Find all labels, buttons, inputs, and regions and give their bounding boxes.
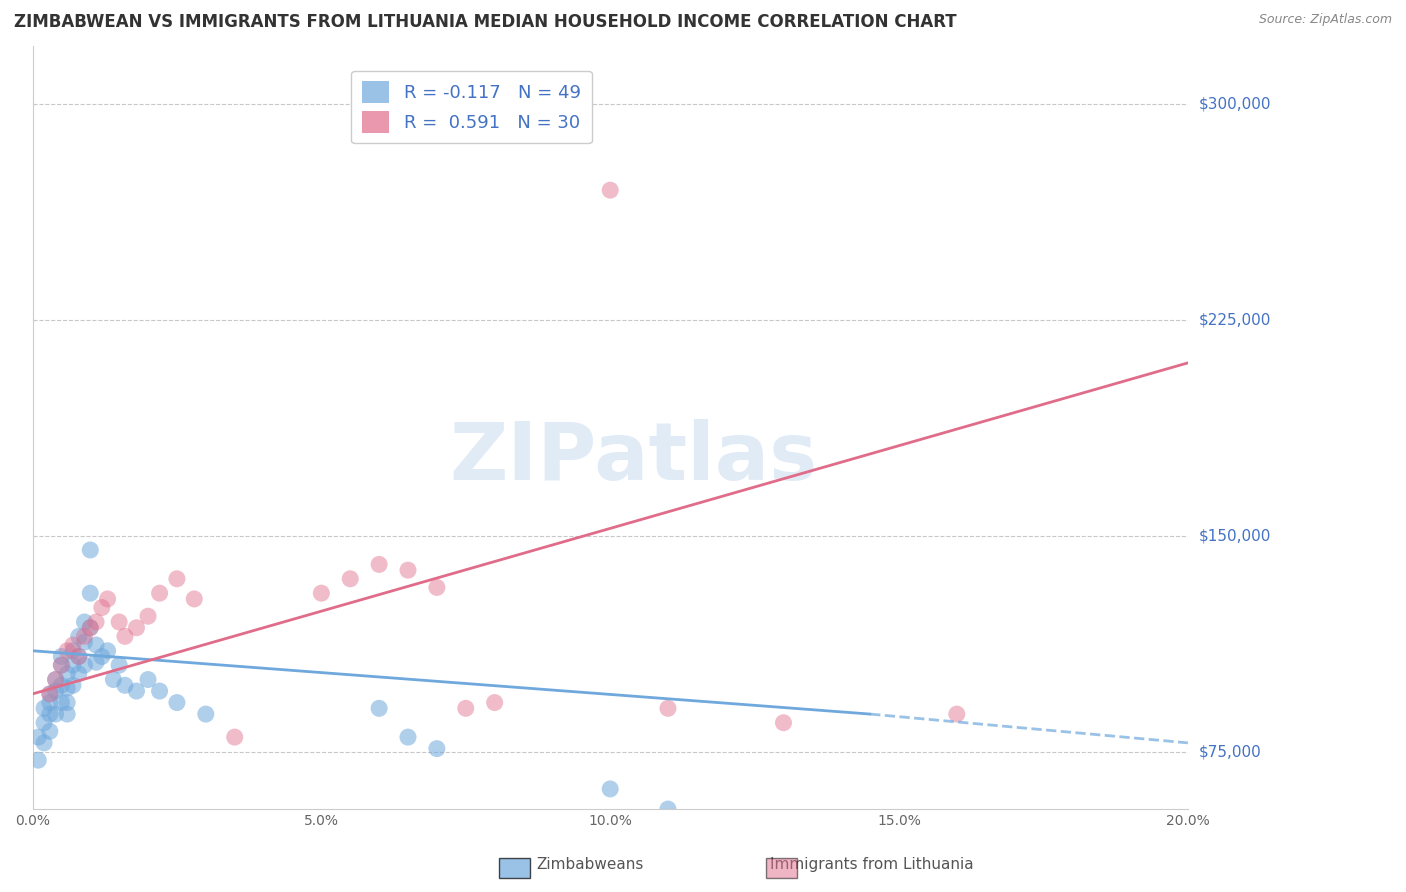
- Point: [45, 707, 67, 722]
- Point: [32, 736, 55, 750]
- Point: [224, 730, 246, 744]
- Text: Immigrants from Lithuania: Immigrants from Lithuania: [770, 857, 973, 872]
- Point: [454, 701, 477, 715]
- Point: [368, 701, 391, 715]
- Point: [32, 715, 55, 730]
- Point: [396, 730, 419, 744]
- Point: [79, 543, 101, 558]
- Point: [67, 629, 90, 643]
- Point: [90, 649, 112, 664]
- Point: [38, 707, 60, 722]
- Point: [51, 658, 73, 673]
- Point: [62, 644, 84, 658]
- Text: Zimbabweans: Zimbabweans: [537, 857, 644, 872]
- Point: [97, 591, 120, 606]
- Point: [56, 696, 79, 710]
- Point: [772, 715, 794, 730]
- Legend: R = -0.117   N = 49, R =  0.591   N = 30: R = -0.117 N = 49, R = 0.591 N = 30: [352, 70, 592, 144]
- Point: [38, 696, 60, 710]
- Text: $150,000: $150,000: [1199, 528, 1271, 543]
- Point: [108, 658, 131, 673]
- Point: [657, 802, 679, 816]
- Text: $300,000: $300,000: [1199, 96, 1271, 112]
- Point: [45, 684, 67, 698]
- Point: [73, 635, 96, 649]
- Point: [79, 586, 101, 600]
- Point: [311, 586, 333, 600]
- Point: [108, 615, 131, 629]
- Point: [136, 609, 159, 624]
- Point: [38, 687, 60, 701]
- Point: [599, 183, 621, 197]
- Text: Source: ZipAtlas.com: Source: ZipAtlas.com: [1258, 13, 1392, 27]
- Point: [56, 707, 79, 722]
- Point: [194, 707, 217, 722]
- Point: [114, 678, 136, 692]
- Point: [84, 655, 107, 669]
- Point: [38, 687, 60, 701]
- Point: [32, 701, 55, 715]
- Text: ZIPatlas: ZIPatlas: [449, 419, 817, 497]
- Point: [396, 563, 419, 577]
- Point: [45, 673, 67, 687]
- Point: [657, 701, 679, 715]
- Point: [149, 684, 172, 698]
- Text: ZIMBABWEAN VS IMMIGRANTS FROM LITHUANIA MEDIAN HOUSEHOLD INCOME CORRELATION CHAR: ZIMBABWEAN VS IMMIGRANTS FROM LITHUANIA …: [14, 13, 956, 31]
- Point: [56, 666, 79, 681]
- Point: [125, 684, 148, 698]
- Point: [67, 666, 90, 681]
- Point: [97, 644, 120, 658]
- Text: $225,000: $225,000: [1199, 312, 1271, 327]
- Point: [339, 572, 361, 586]
- Text: $75,000: $75,000: [1199, 744, 1261, 759]
- Point: [51, 649, 73, 664]
- Point: [166, 696, 188, 710]
- Point: [946, 707, 969, 722]
- Point: [27, 753, 49, 767]
- Point: [149, 586, 172, 600]
- Point: [368, 558, 391, 572]
- Point: [51, 658, 73, 673]
- Point: [62, 658, 84, 673]
- Point: [73, 658, 96, 673]
- Point: [90, 600, 112, 615]
- Point: [51, 678, 73, 692]
- Point: [125, 621, 148, 635]
- Point: [166, 572, 188, 586]
- Point: [599, 781, 621, 796]
- Point: [79, 621, 101, 635]
- Point: [136, 673, 159, 687]
- Point: [73, 629, 96, 643]
- Point: [73, 615, 96, 629]
- Point: [56, 644, 79, 658]
- Point: [426, 741, 449, 756]
- Point: [56, 681, 79, 695]
- Point: [38, 724, 60, 739]
- Point: [114, 629, 136, 643]
- Point: [45, 673, 67, 687]
- Point: [103, 673, 125, 687]
- Point: [27, 730, 49, 744]
- Point: [426, 581, 449, 595]
- Point: [183, 591, 205, 606]
- Point: [67, 649, 90, 664]
- Point: [51, 696, 73, 710]
- Point: [84, 638, 107, 652]
- Point: [79, 621, 101, 635]
- Point: [484, 696, 506, 710]
- Point: [62, 638, 84, 652]
- Point: [84, 615, 107, 629]
- Point: [67, 649, 90, 664]
- Point: [62, 678, 84, 692]
